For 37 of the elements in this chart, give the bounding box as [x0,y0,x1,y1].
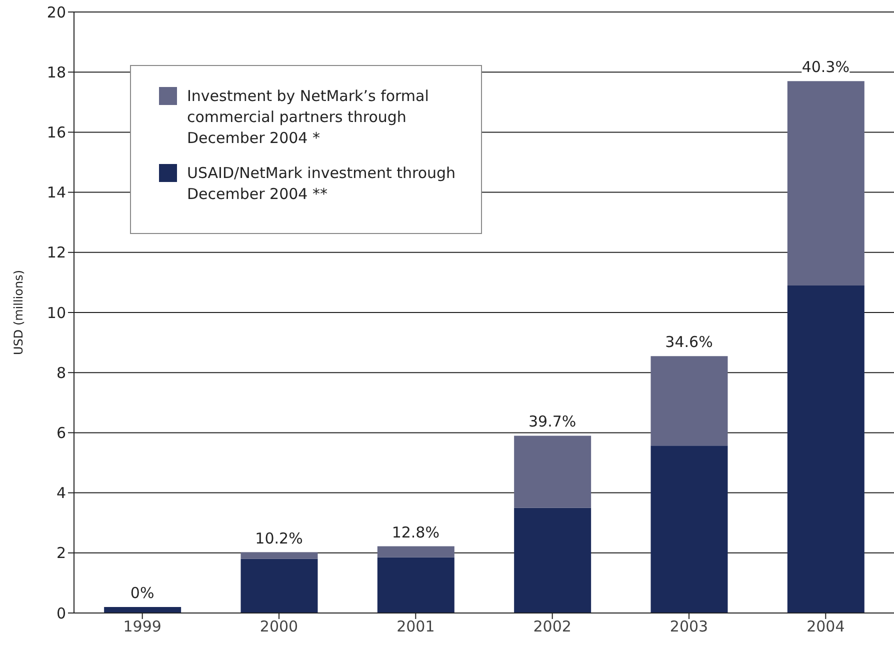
bar [514,508,592,613]
annotation: 10.2% [255,529,303,548]
x-tick-label: 2001 [396,618,435,636]
y-tick-label: 12 [46,244,66,262]
legend-label: USAID/NetMark investment through December 2004 ** [187,163,457,205]
y-tick-label: 18 [46,63,66,82]
x-tick-label: 2004 [806,618,845,636]
x-tick-label: 2000 [260,618,298,636]
bar [240,552,318,559]
y-tick-label: 8 [56,364,66,382]
bar [377,557,454,613]
y-tick-label: 20 [46,3,66,22]
y-tick-label: 4 [56,484,66,502]
bar [787,81,864,286]
y-axis-title: USD (millions) [11,270,26,356]
annotation: 12.8% [392,523,440,542]
bar [650,446,728,613]
annotation: 40.3% [802,58,850,76]
y-tick-label: 6 [56,424,66,442]
bar [104,606,182,613]
bar [650,356,728,446]
y-tick-label: 10 [46,304,66,322]
legend-label: Investment by NetMark’s formal commercial partners through December 2004 * [187,86,430,149]
y-tick-label: 0 [56,604,66,622]
bar [787,285,864,613]
x-tick-label: 2002 [533,618,572,636]
x-tick-label: 1999 [123,618,162,636]
annotation: 0% [130,584,154,602]
annotation: 34.6% [665,333,713,352]
bar [240,558,318,613]
y-tick-label: 16 [46,124,66,142]
y-tick-label: 2 [56,544,66,562]
annotation: 39.7% [528,412,576,431]
bar [514,436,592,508]
x-tick-label: 2003 [670,618,708,636]
y-tick-label: 14 [46,184,66,202]
bar [377,546,454,558]
